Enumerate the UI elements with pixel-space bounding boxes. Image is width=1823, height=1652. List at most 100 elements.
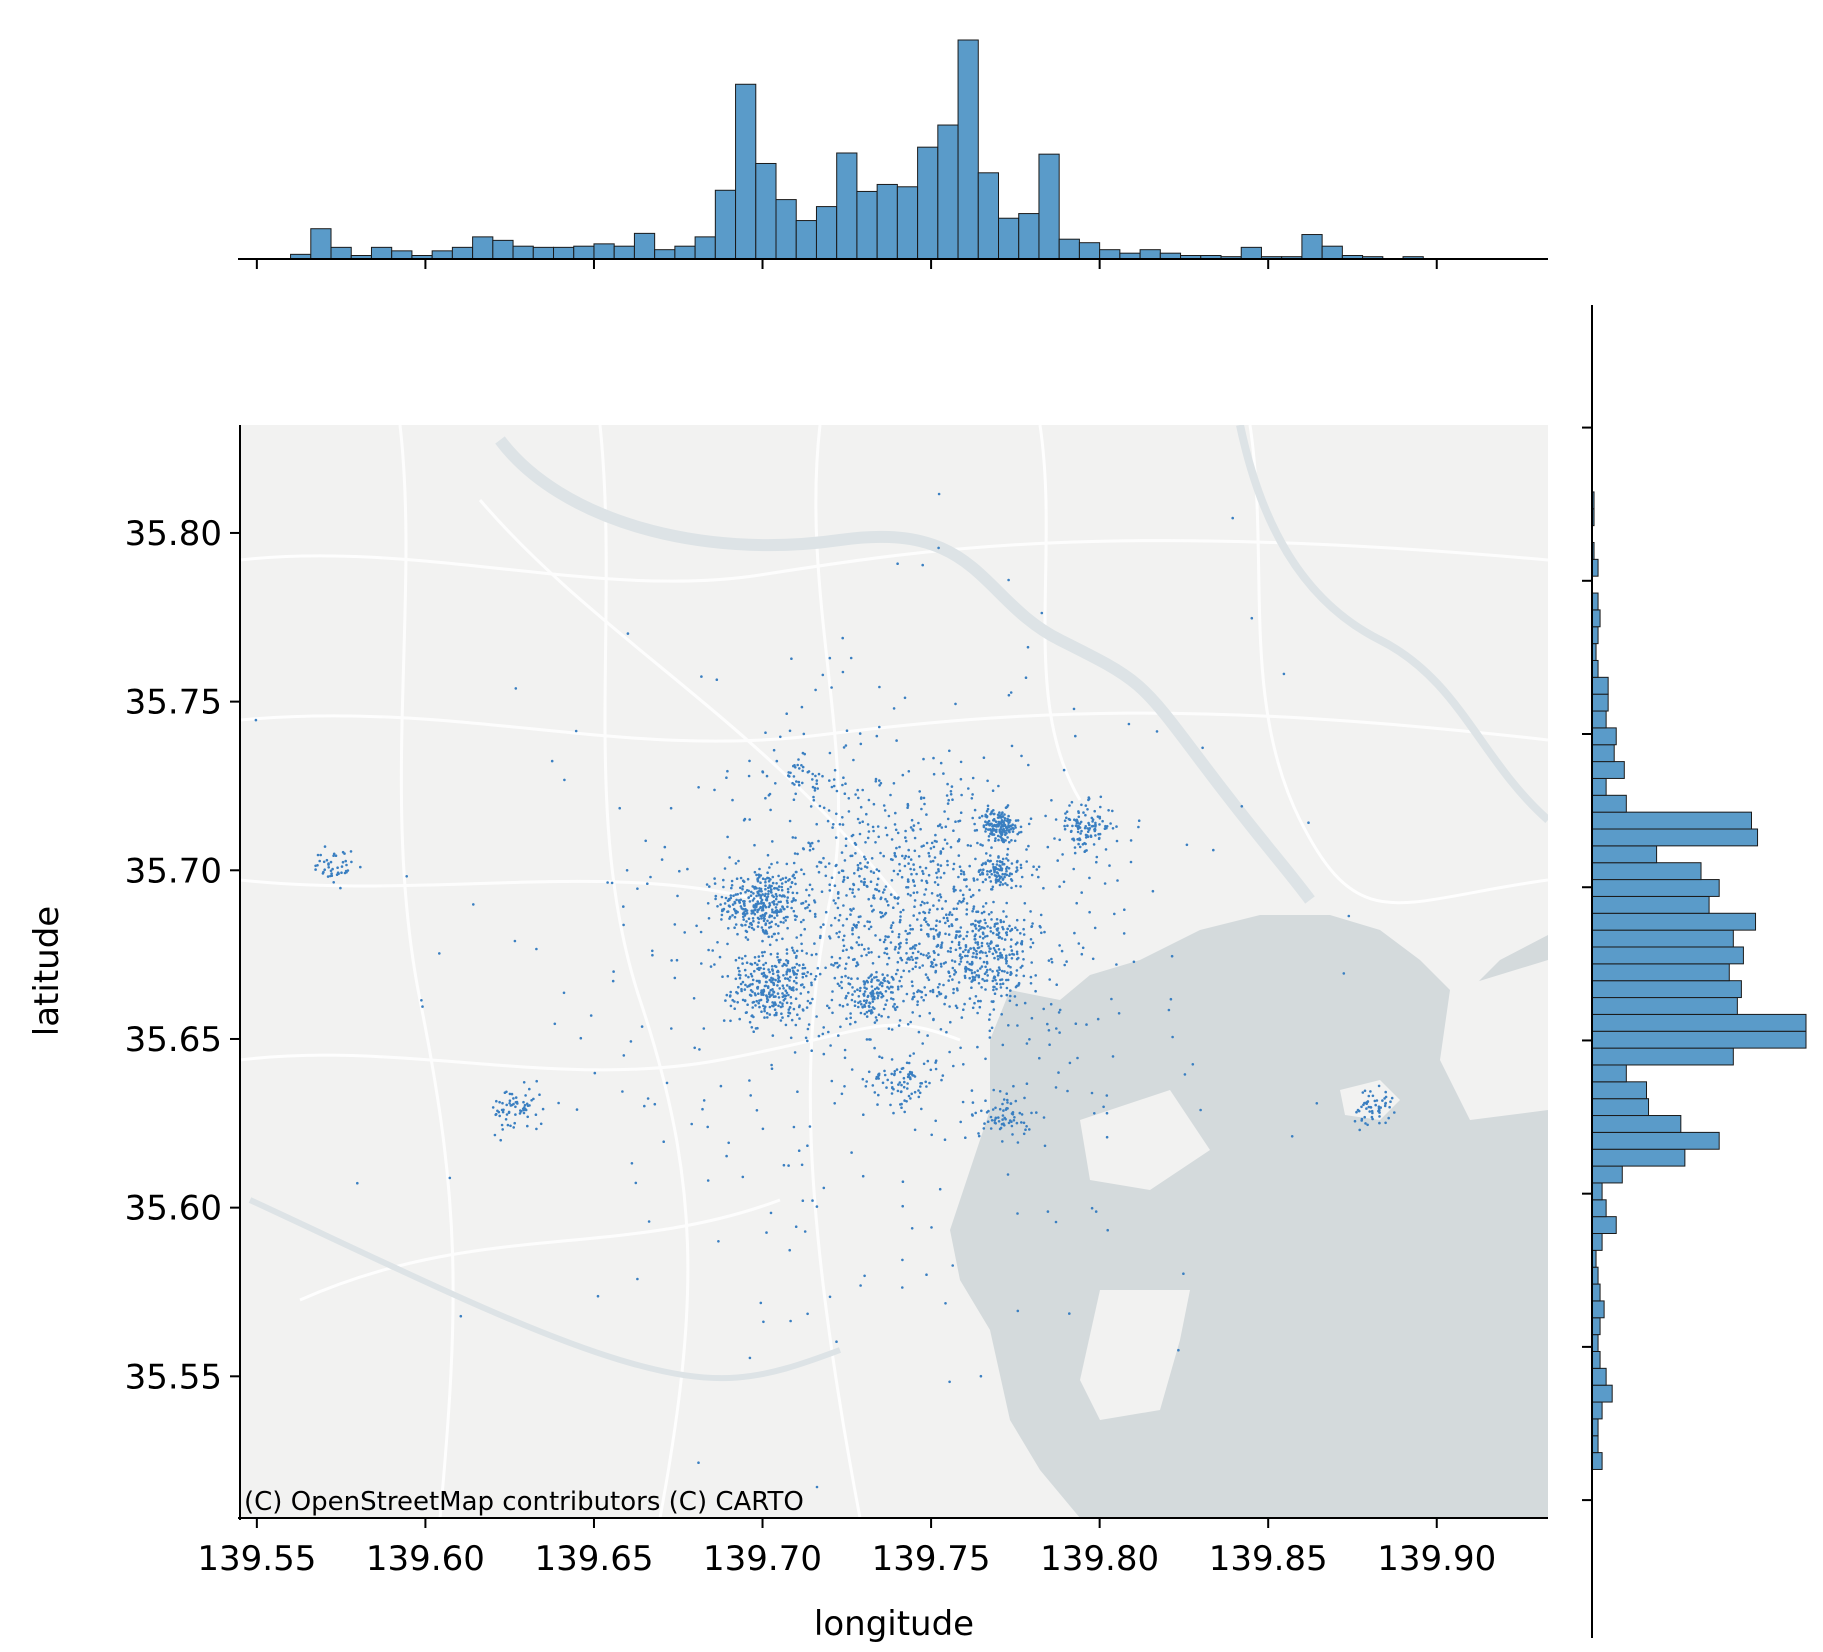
scatter-point bbox=[1048, 1043, 1051, 1046]
scatter-point bbox=[991, 789, 995, 792]
scatter-point bbox=[908, 1070, 912, 1074]
scatter-point bbox=[813, 942, 816, 945]
scatter-point bbox=[909, 928, 912, 931]
scatter-point bbox=[934, 1067, 938, 1071]
scatter-point bbox=[984, 965, 987, 969]
scatter-point bbox=[913, 836, 917, 840]
scatter-point bbox=[902, 999, 905, 1003]
scatter-point bbox=[949, 950, 952, 953]
scatter-point bbox=[420, 999, 423, 1002]
scatter-point bbox=[851, 926, 854, 930]
y-histogram-bar bbox=[1591, 862, 1702, 881]
scatter-point bbox=[779, 920, 783, 924]
scatter-point bbox=[1001, 872, 1004, 876]
scatter-point bbox=[988, 860, 991, 863]
scatter-point bbox=[949, 946, 952, 950]
scatter-point bbox=[992, 1088, 995, 1092]
scatter-point bbox=[974, 955, 977, 959]
scatter-point bbox=[1111, 827, 1115, 830]
scatter-point bbox=[1016, 819, 1020, 822]
scatter-point bbox=[737, 985, 740, 989]
scatter-point bbox=[996, 955, 1000, 958]
scatter-point bbox=[977, 1134, 981, 1138]
y-axis-label: latitude bbox=[27, 906, 67, 1036]
scatter-point bbox=[743, 988, 747, 991]
scatter-point bbox=[788, 1248, 791, 1252]
scatter-point bbox=[769, 1211, 773, 1215]
scatter-point bbox=[1373, 1099, 1377, 1103]
scatter-point bbox=[925, 879, 928, 883]
joint-axes: (C) OpenStreetMap contributors (C) CARTO… bbox=[27, 425, 1548, 1644]
scatter-point bbox=[1007, 964, 1010, 968]
scatter-point bbox=[779, 1019, 783, 1022]
scatter-point bbox=[1008, 830, 1011, 834]
scatter-point bbox=[716, 905, 719, 908]
scatter-point bbox=[970, 971, 974, 975]
scatter-point bbox=[740, 989, 743, 993]
scatter-point bbox=[831, 826, 834, 829]
scatter-point bbox=[809, 844, 812, 848]
scatter-point bbox=[1014, 819, 1018, 822]
scatter-point bbox=[1074, 734, 1077, 738]
scatter-point bbox=[1009, 828, 1013, 831]
scatter-point bbox=[734, 958, 738, 962]
scatter-point bbox=[503, 1091, 507, 1094]
scatter-point bbox=[979, 967, 982, 970]
scatter-point bbox=[903, 857, 906, 860]
scatter-point bbox=[893, 851, 896, 855]
scatter-point bbox=[870, 857, 874, 860]
scatter-point bbox=[896, 831, 900, 835]
scatter-point bbox=[1008, 840, 1011, 844]
scatter-point bbox=[697, 1461, 700, 1464]
scatter-point bbox=[1014, 985, 1018, 989]
scatter-point bbox=[1107, 809, 1110, 812]
scatter-point bbox=[954, 948, 958, 952]
scatter-point bbox=[1091, 820, 1094, 823]
scatter-point bbox=[954, 918, 958, 921]
scatter-point bbox=[756, 986, 759, 989]
x-tick-label: 139.70 bbox=[703, 1539, 822, 1579]
x-histogram-bar bbox=[472, 236, 494, 260]
scatter-point bbox=[993, 922, 997, 926]
scatter-point bbox=[907, 956, 910, 960]
scatter-point bbox=[918, 911, 921, 915]
scatter-point bbox=[898, 920, 902, 924]
scatter-point bbox=[843, 1085, 846, 1088]
scatter-point bbox=[950, 785, 954, 788]
scatter-point bbox=[990, 888, 994, 891]
scatter-point bbox=[954, 1004, 958, 1008]
scatter-point bbox=[959, 946, 962, 950]
scatter-point bbox=[530, 1099, 533, 1102]
x-histogram-bar bbox=[1301, 234, 1323, 260]
scatter-point bbox=[741, 998, 745, 1002]
scatter-point bbox=[884, 1003, 887, 1006]
scatter-point bbox=[793, 951, 796, 954]
scatter-point bbox=[743, 999, 747, 1002]
scatter-point bbox=[1023, 902, 1027, 905]
scatter-point bbox=[902, 1085, 906, 1089]
scatter-point bbox=[764, 905, 768, 909]
scatter-point bbox=[1011, 1133, 1014, 1136]
scatter-point bbox=[975, 949, 978, 953]
scatter-point bbox=[813, 786, 817, 790]
scatter-point bbox=[785, 970, 789, 974]
x-marginal-ticks bbox=[255, 259, 1438, 269]
scatter-point bbox=[1084, 813, 1087, 817]
scatter-point bbox=[728, 898, 731, 902]
scatter-point bbox=[983, 926, 986, 930]
scatter-point bbox=[751, 899, 755, 902]
scatter-point bbox=[812, 795, 815, 799]
scatter-point bbox=[875, 734, 879, 738]
scatter-point bbox=[850, 1068, 854, 1071]
scatter-point bbox=[929, 927, 933, 931]
scatter-point bbox=[1000, 1013, 1003, 1016]
scatter-point bbox=[752, 905, 756, 909]
scatter-point bbox=[906, 892, 910, 896]
scatter-point bbox=[850, 998, 854, 1002]
scatter-point bbox=[768, 978, 772, 982]
scatter-point bbox=[868, 1038, 871, 1041]
scatter-point bbox=[1076, 830, 1080, 834]
scatter-point bbox=[761, 906, 765, 910]
scatter-point bbox=[772, 981, 775, 985]
